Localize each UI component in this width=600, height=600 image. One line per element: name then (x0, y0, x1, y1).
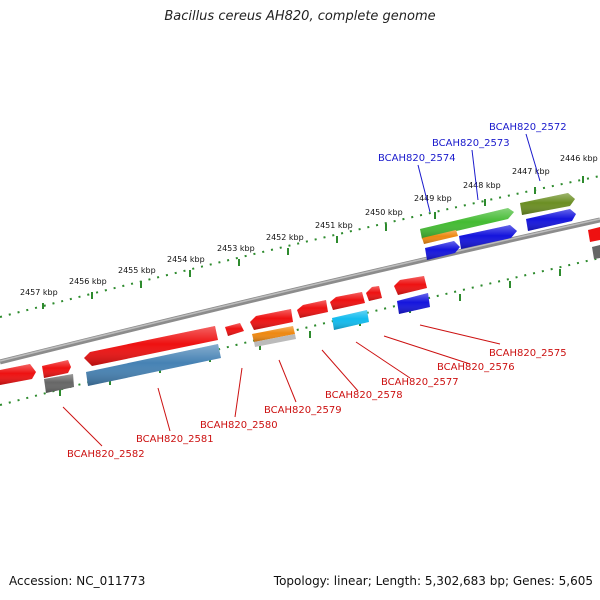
gene-feature[interactable] (330, 292, 365, 310)
leader-line (321, 349, 359, 392)
kbp-label: 2447 kbp (512, 167, 550, 176)
gene-feature[interactable] (526, 209, 576, 231)
accession-info: Accession: NC_011773 (9, 574, 145, 588)
leader-line (471, 149, 479, 201)
leader-line (383, 335, 471, 365)
leader-line (234, 367, 243, 418)
length-value: 5,302,683 bp (424, 574, 505, 588)
gene-label[interactable]: BCAH820_2582 (67, 449, 145, 460)
gene-feature[interactable] (44, 374, 74, 393)
gene-feature[interactable] (366, 286, 382, 301)
leader-line (417, 164, 431, 213)
gene-feature[interactable] (297, 300, 328, 318)
gene-feature[interactable] (397, 293, 430, 314)
gene-label[interactable]: BCAH820_2577 (381, 377, 459, 388)
gene-feature[interactable] (332, 310, 369, 330)
gene-feature[interactable] (422, 230, 458, 244)
genome-backbone (0, 217, 600, 365)
gene-label[interactable]: BCAH820_2572 (489, 122, 567, 133)
upper-ruler-track (0, 175, 600, 318)
kbp-label: 2450 kbp (365, 208, 403, 217)
gene-feature[interactable] (394, 276, 427, 295)
gene-feature[interactable] (420, 208, 514, 239)
leader-line (62, 406, 103, 447)
gene-feature[interactable] (252, 326, 295, 342)
gene-feature[interactable] (459, 225, 517, 249)
gene-feature[interactable] (0, 364, 36, 385)
kbp-label: 2451 kbp (315, 221, 353, 230)
bottom-gene-labels: BCAH820_2575 BCAH820_2576 BCAH820_2577 B… (67, 348, 567, 460)
forward-strand-features (420, 193, 600, 260)
gene-label[interactable]: BCAH820_2580 (200, 420, 278, 431)
kbp-label: 2453 kbp (217, 244, 255, 253)
leader-line (355, 341, 411, 379)
gene-label[interactable]: BCAH820_2573 (432, 138, 510, 149)
gene-feature[interactable] (520, 193, 575, 215)
gene-label[interactable]: BCAH820_2574 (378, 153, 456, 164)
genome-stats: Topology: linear; Length: 5,302,683 bp; … (273, 574, 593, 588)
gene-label[interactable]: BCAH820_2579 (264, 405, 342, 416)
gene-feature[interactable] (592, 245, 600, 259)
kbp-label: 2454 kbp (167, 255, 205, 264)
gene-feature[interactable] (254, 334, 296, 347)
length-label: Length: (375, 574, 422, 588)
gene-label[interactable]: BCAH820_2581 (136, 434, 214, 445)
gene-feature[interactable] (425, 241, 460, 260)
gene-feature[interactable] (42, 360, 71, 378)
gene-label[interactable]: BCAH820_2578 (325, 390, 403, 401)
leader-line (419, 324, 501, 345)
top-gene-labels: BCAH820_2572 BCAH820_2573 BCAH820_2574 (378, 122, 567, 164)
kbp-label: 2452 kbp (266, 233, 304, 242)
gene-label[interactable]: BCAH820_2575 (489, 348, 567, 359)
gene-feature[interactable] (84, 326, 218, 366)
gene-feature[interactable] (588, 227, 600, 242)
genes-label: Genes: (512, 574, 555, 588)
kbp-label: 2448 kbp (463, 181, 501, 190)
leader-line (157, 387, 171, 432)
leader-line (278, 359, 297, 403)
kbp-label: 2456 kbp (69, 277, 107, 286)
kbp-label: 2455 kbp (118, 266, 156, 275)
kbp-label: 2449 kbp (414, 194, 452, 203)
bottom-leader-lines (62, 324, 501, 447)
gene-label[interactable]: BCAH820_2576 (437, 362, 515, 373)
reverse-strand-features (0, 245, 600, 393)
genome-backbone-highlight (0, 218, 600, 362)
accession-value: NC_011773 (76, 574, 146, 588)
top-leader-lines (417, 133, 541, 213)
map-title: Bacillus cereus AH820, complete genome (164, 9, 436, 24)
kbp-label: 2457 kbp (20, 288, 58, 297)
gene-feature[interactable] (225, 323, 244, 336)
upper-ruler-major-ticks (42, 176, 584, 309)
kbp-label: 2446 kbp (560, 154, 598, 163)
gene-feature[interactable] (250, 309, 293, 330)
topology-label: Topology: (273, 574, 330, 588)
topology-value: linear (333, 574, 368, 588)
gene-feature[interactable] (86, 344, 221, 386)
genes-value: 5,605 (558, 574, 593, 588)
leader-line (525, 133, 541, 182)
kbp-labels: 2446 kbp 2447 kbp 2448 kbp 2449 kbp 2450… (20, 154, 598, 297)
accession-label: Accession: (9, 574, 73, 588)
